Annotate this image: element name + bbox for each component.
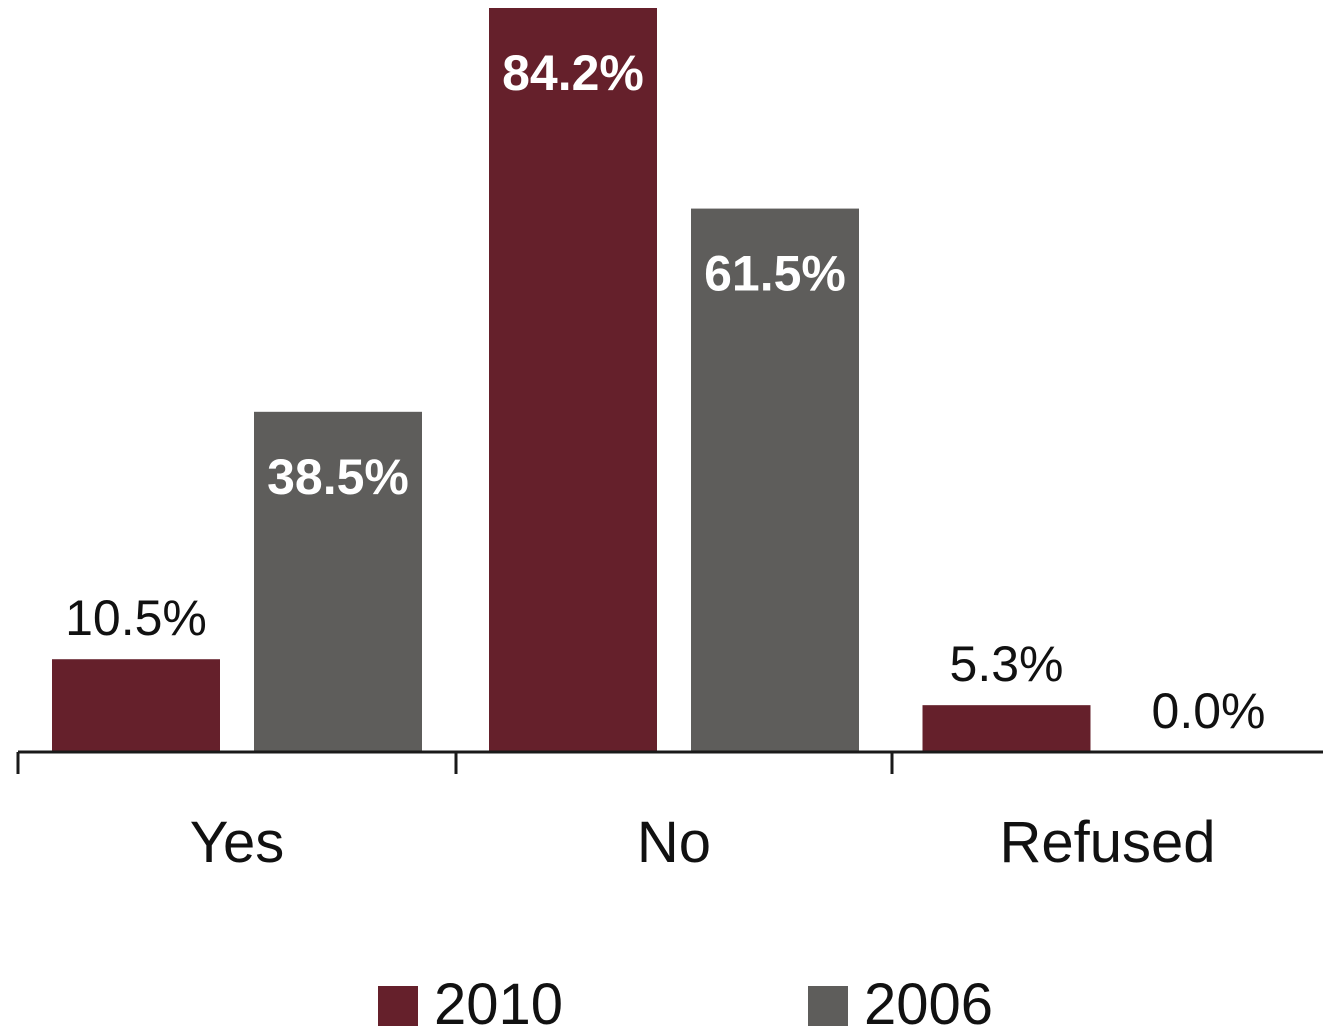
bar-2010-yes [52, 659, 220, 752]
tick-label-yes: Yes [190, 810, 285, 875]
x-axis-tick-labels: Yes No Refused [190, 810, 1216, 875]
data-label-2006-yes: 38.5% [267, 449, 409, 505]
bar-2010-no [489, 8, 657, 752]
x-axis-ticks [16, 752, 894, 774]
legend-swatch-2006 [808, 986, 848, 1026]
data-label-2010-refused: 5.3% [950, 636, 1064, 692]
data-label-2010-no: 84.2% [502, 45, 644, 101]
bar-2006-yes [254, 411, 422, 752]
data-label-2010-yes: 10.5% [65, 590, 207, 646]
bar-labels-layer: 10.5% 38.5% 84.2% 61.5% 5.3% 0.0% [65, 45, 1265, 739]
bars-layer [52, 8, 1091, 752]
legend-label-2006: 2006 [864, 972, 993, 1034]
tick-label-refused: Refused [999, 810, 1215, 875]
data-label-2006-refused: 0.0% [1152, 683, 1266, 739]
bar-2006-no [691, 208, 859, 752]
tick-label-no: No [637, 810, 711, 875]
legend-label-2010: 2010 [434, 972, 563, 1034]
data-label-2006-no: 61.5% [704, 246, 846, 302]
bar-2010-refused [922, 705, 1091, 752]
legend: 2010 2006 [378, 972, 993, 1034]
legend-swatch-2010 [378, 986, 418, 1026]
